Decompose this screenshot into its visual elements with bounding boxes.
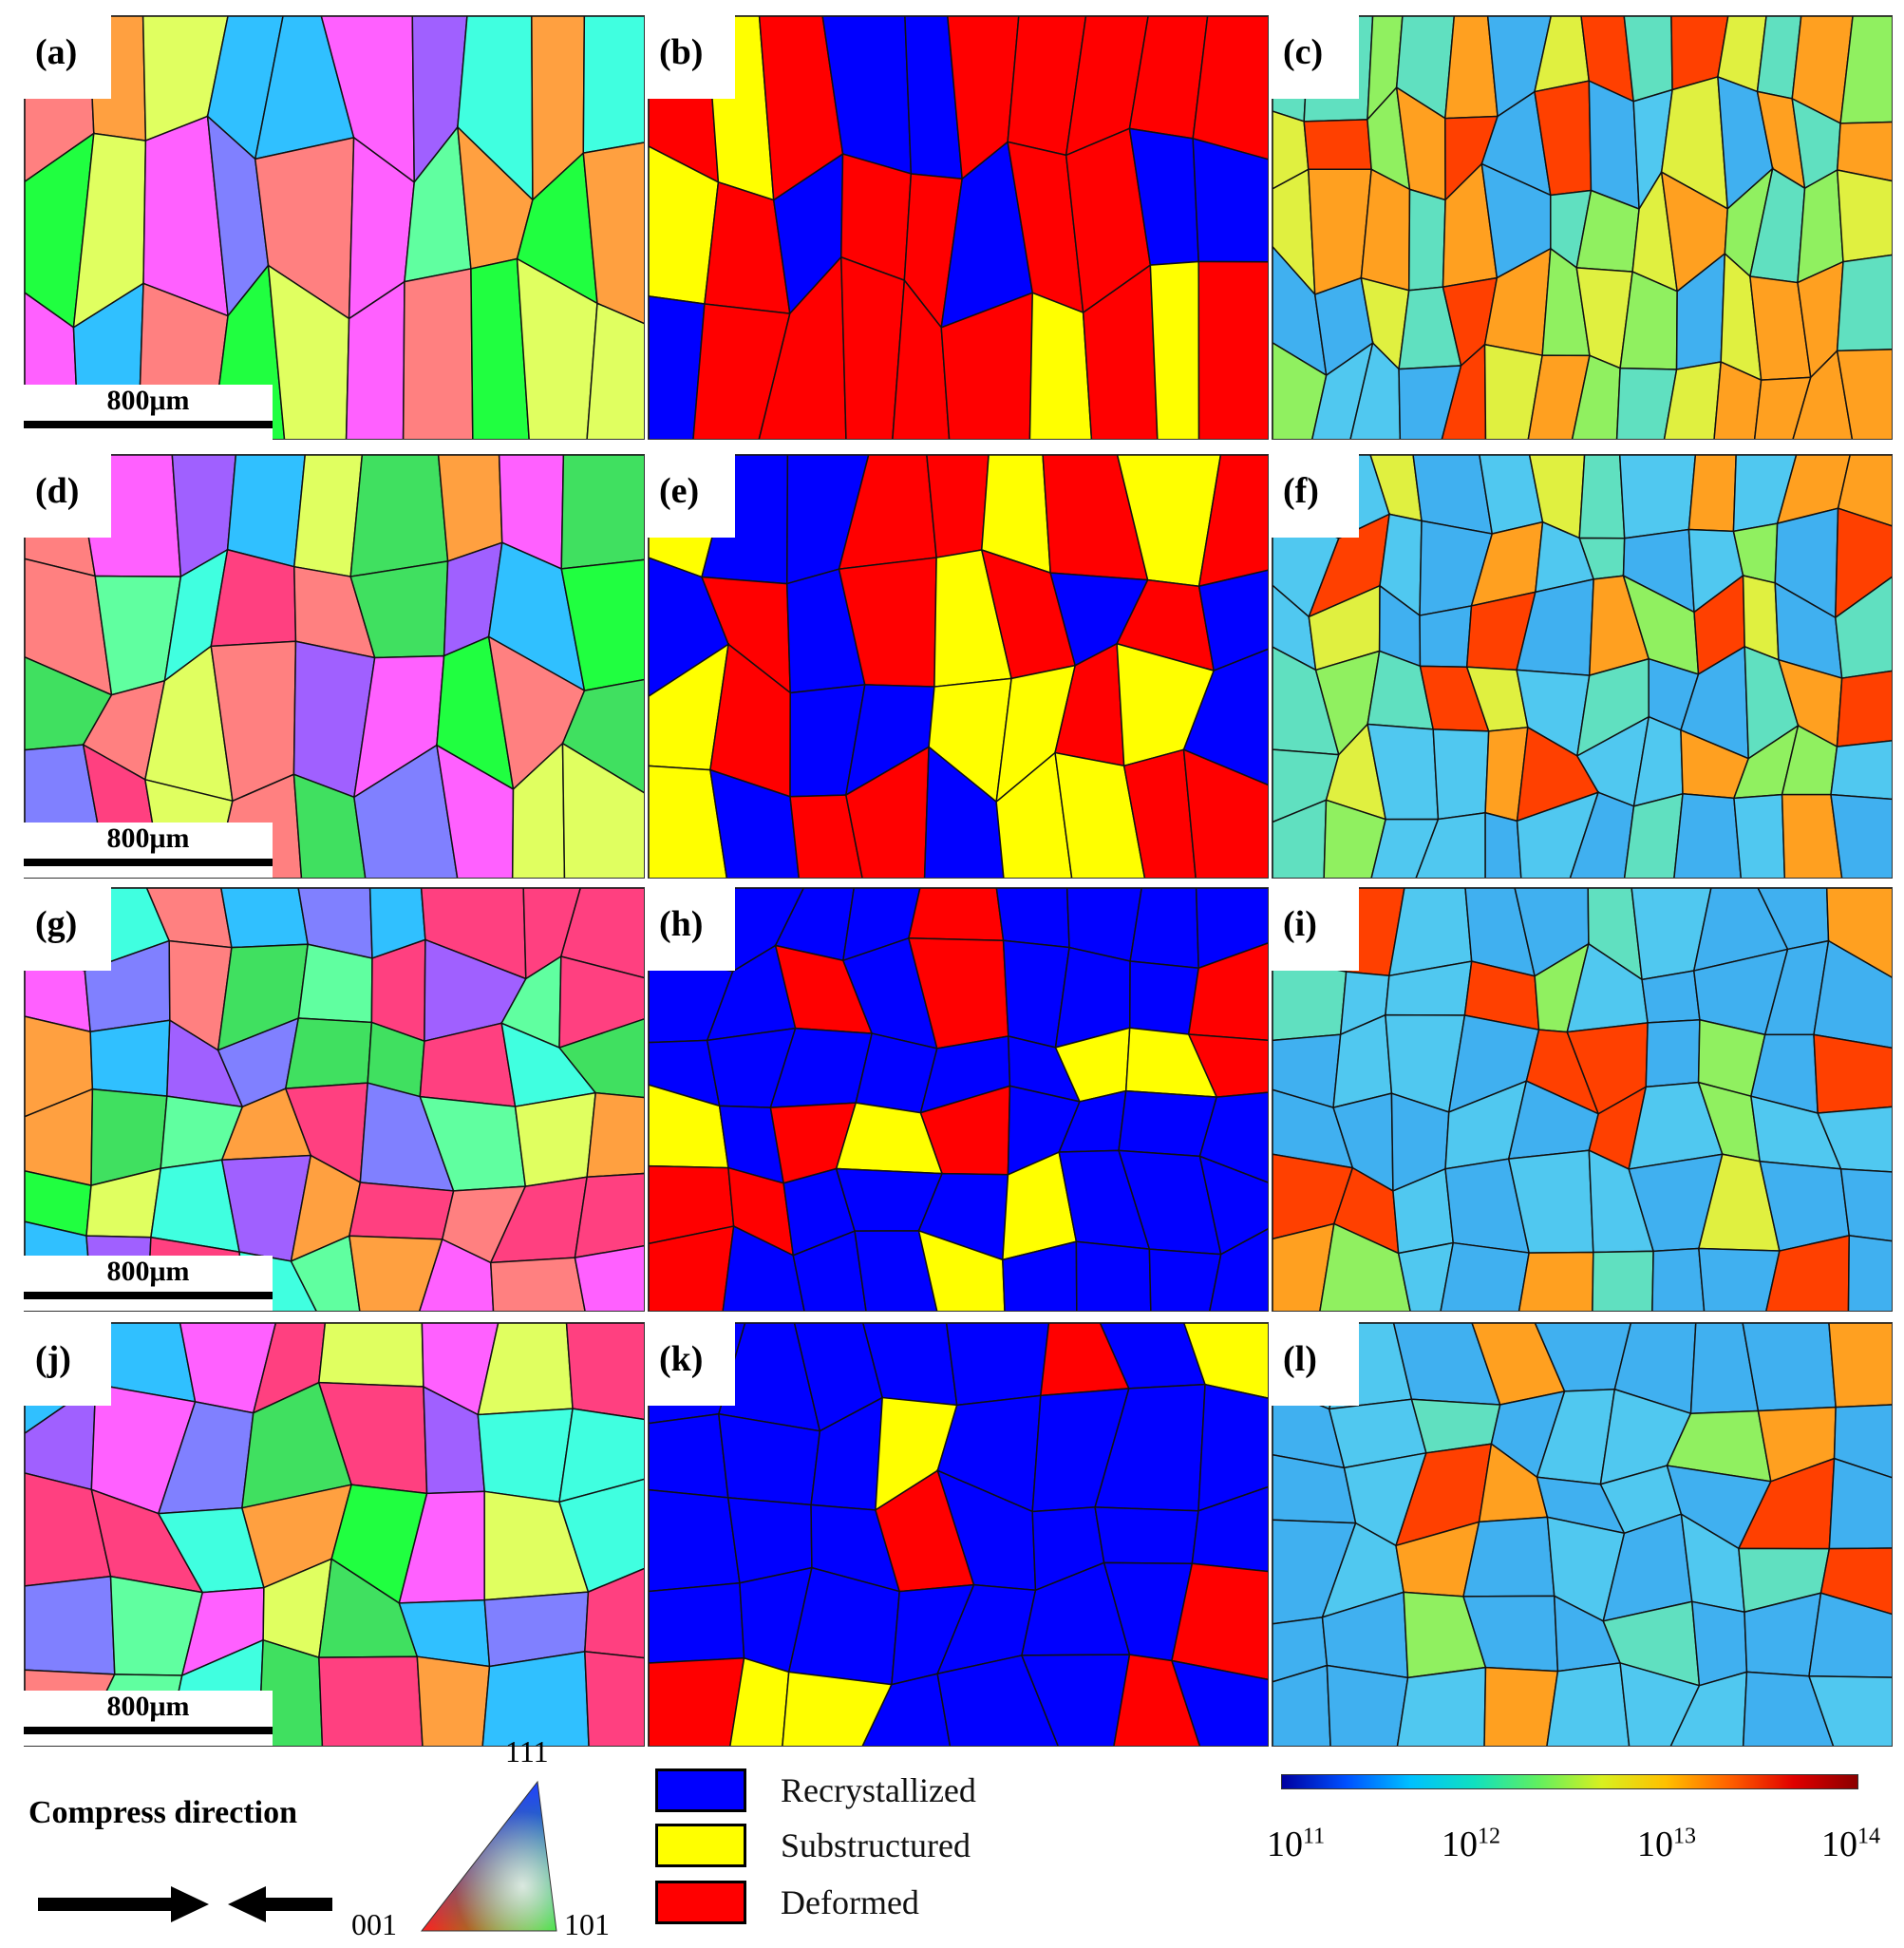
panel-label-k: (k): [648, 1322, 735, 1406]
panel-label-h: (h): [648, 887, 735, 971]
panel-label-j: (j): [24, 1322, 111, 1406]
panel-l-kam-map: [1272, 1322, 1893, 1747]
legend-recrystallized: Recrystallized: [655, 1768, 976, 1812]
panel-g-ipf-map: [24, 887, 645, 1312]
panel-label-g: (g): [24, 887, 111, 971]
scale-bar-line: [24, 1292, 273, 1299]
scale-bar-d: 800μm: [24, 823, 273, 878]
ipf-label-101: 101: [564, 1907, 610, 1941]
legend-substructured: Substructured: [655, 1824, 971, 1867]
panel-a-ipf-map: [24, 15, 645, 440]
compress-arrows-icon: [38, 1886, 332, 1922]
panel-label-a: (a): [24, 15, 111, 99]
legend-text-substructured: Substructured: [781, 1826, 971, 1864]
legend-swatch-deformed: [655, 1881, 746, 1924]
scale-bar-label: 800μm: [106, 1691, 190, 1722]
panel-b-phase-map: [648, 15, 1269, 440]
scale-bar-label: 800μm: [106, 385, 190, 416]
colorbar-tick-1e14: 1014: [1821, 1824, 1880, 1864]
legend-deformed: Deformed: [655, 1881, 919, 1924]
colorbar-tick-1e11: 1011: [1267, 1824, 1326, 1864]
legend-text-recrystallized: Recrystallized: [781, 1771, 976, 1809]
panel-i-kam-map: [1272, 887, 1893, 1312]
panel-label-c: (c): [1272, 15, 1359, 99]
panel-d-ipf-map: [24, 454, 645, 879]
scale-bar-label: 800μm: [106, 823, 190, 854]
scale-bar-j: 800μm: [24, 1691, 273, 1746]
scale-bar-a: 800μm: [24, 385, 273, 440]
colorbar-tick-1e12: 1012: [1442, 1824, 1500, 1864]
scale-bar-line: [24, 421, 273, 428]
panel-e-phase-map: [648, 454, 1269, 879]
panel-label-d: (d): [24, 454, 111, 538]
panel-j-ipf-map: [24, 1322, 645, 1747]
scale-bar-g: 800μm: [24, 1256, 273, 1311]
scale-bar-line: [24, 1727, 273, 1734]
panel-k-phase-map: [648, 1322, 1269, 1747]
legend-swatch-substructured: [655, 1824, 746, 1867]
ipf-label-111: 111: [505, 1734, 549, 1768]
panel-label-f: (f): [1272, 454, 1359, 538]
panel-label-l: (l): [1272, 1322, 1359, 1406]
ipf-color-triangle-icon: [420, 1780, 557, 1932]
colorbar-tick-1e13: 1013: [1637, 1824, 1696, 1864]
legend-swatch-recrystallized: [655, 1768, 746, 1812]
kam-colorbar: [1281, 1774, 1858, 1789]
panel-label-e: (e): [648, 454, 735, 538]
ipf-label-001: 001: [351, 1907, 397, 1941]
scale-bar-line: [24, 859, 273, 866]
legend-text-deformed: Deformed: [781, 1883, 919, 1921]
panel-label-b: (b): [648, 15, 735, 99]
panel-label-i: (i): [1272, 887, 1359, 971]
scale-bar-label: 800μm: [106, 1256, 190, 1287]
panel-c-kam-map: [1272, 15, 1893, 440]
compress-direction-label: Compress direction: [28, 1795, 298, 1830]
panel-h-phase-map: [648, 887, 1269, 1312]
panel-f-kam-map: [1272, 454, 1893, 879]
